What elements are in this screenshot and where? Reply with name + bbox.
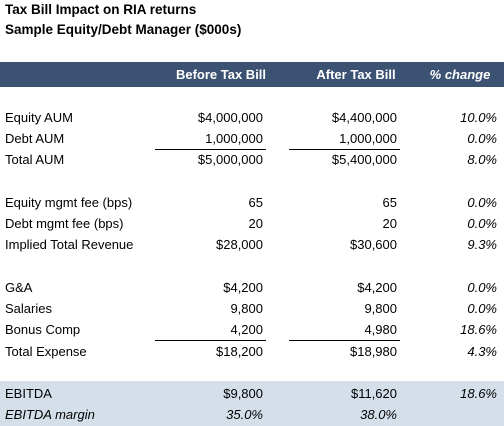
change-value: 0.0% [467,195,497,210]
before-value: $5,000,000 [197,152,263,168]
change-value: 18.6% [460,322,497,338]
sum-rule [289,149,400,150]
column-header: Before Tax Bill [175,67,267,82]
change-value: 8.0% [467,152,497,168]
after-value: 9,800 [364,301,397,317]
before-value: 20 [248,216,263,232]
change-value: 4.3% [467,343,497,359]
before-value: 9,800 [230,301,263,317]
before-value: $4,000,000 [197,110,263,125]
row-label: Debt AUM [5,131,65,147]
row-label: Implied Total Revenue [5,237,134,253]
row-label: Total AUM [5,152,65,168]
after-value: $5,400,000 [331,152,397,168]
row-label: EBITDA margin [5,407,95,423]
change-value: 9.3% [467,237,497,253]
sum-rule [155,340,266,341]
row-label: Equity mgmt fee (bps) [5,195,133,210]
row-label: Total Expense [5,343,87,359]
row-label: Equity AUM [5,110,73,125]
after-value: $18,980 [350,343,397,359]
after-value: 4,980 [364,322,397,338]
change-value: 18.6% [460,386,497,401]
row-label: Bonus Comp [5,322,81,338]
row-label: EBITDA [5,386,52,401]
after-value: $30,600 [350,237,397,253]
after-value: 20 [382,216,397,232]
after-value: $11,620 [350,386,397,401]
before-value: 65 [248,195,263,210]
before-value: $4,200 [223,280,263,295]
change-value: 0.0% [467,301,497,317]
after-value: $4,400,000 [331,110,397,125]
after-value: 38.0% [360,407,397,423]
after-value: 1,000,000 [339,131,397,147]
sum-rule [155,149,266,150]
before-value: 35.0% [226,407,263,423]
before-value: $18,200 [216,343,263,359]
header-bar [0,62,504,87]
change-value: 0.0% [467,131,497,147]
change-value: 0.0% [467,216,497,232]
before-value: 4,200 [230,322,263,338]
ebitda-band [0,381,504,426]
row-label: Salaries [5,301,52,317]
column-header: After Tax Bill [316,67,396,82]
after-value: $4,200 [357,280,397,295]
before-value: $9,800 [223,386,263,401]
row-label: G&A [5,280,33,295]
row-label: Debt mgmt fee (bps) [5,216,124,232]
sum-rule [289,340,400,341]
subtitle: Sample Equity/Debt Manager ($000s) [5,22,242,37]
before-value: $28,000 [216,237,263,253]
change-value: 0.0% [467,280,497,295]
title: Tax Bill Impact on RIA returns [5,2,197,17]
change-value: 10.0% [460,110,497,125]
before-value: 1,000,000 [205,131,263,147]
after-value: 65 [382,195,397,210]
column-header: % change [429,67,491,82]
